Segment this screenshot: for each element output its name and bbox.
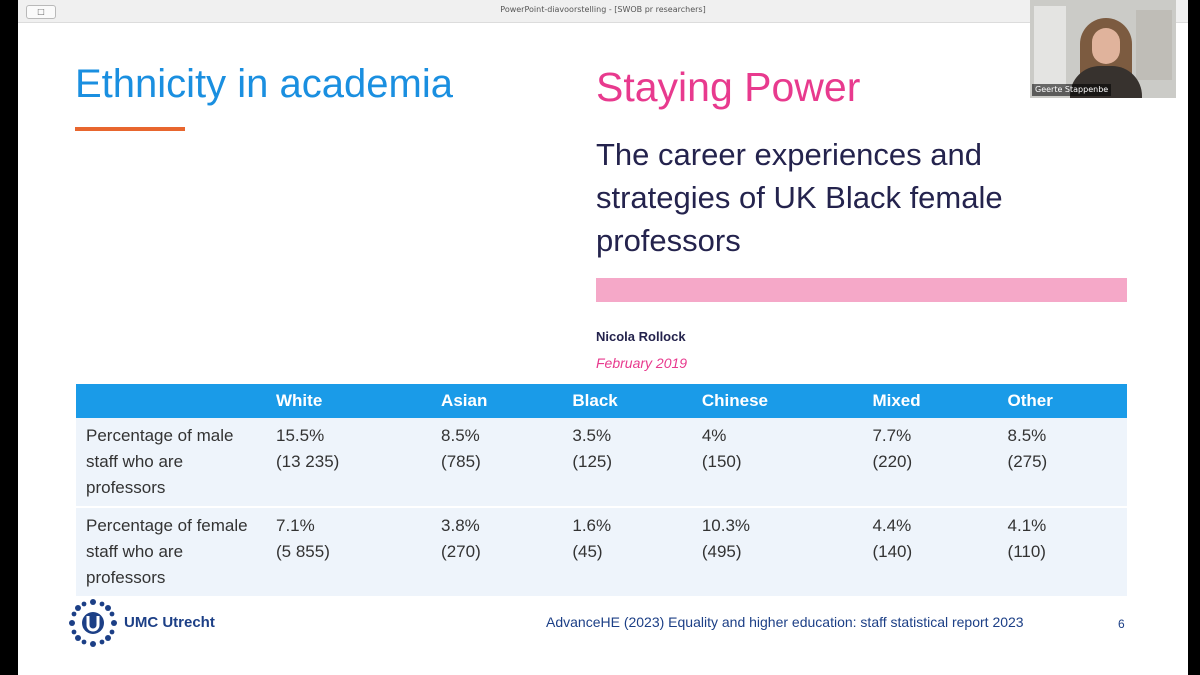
table-cell: 4% (150): [691, 418, 863, 507]
table-cell: 4.4% (140): [862, 506, 998, 596]
table-cell: 3.8% (270): [431, 506, 563, 596]
window-control-button[interactable]: □: [26, 5, 56, 19]
table-cell: 3.5% (125): [562, 418, 692, 507]
report-cover-date: February 2019: [596, 355, 688, 371]
table-cell: 8.5% (785): [431, 418, 563, 507]
table-header-mixed: Mixed: [862, 384, 998, 418]
cell-count: (125): [572, 452, 613, 471]
cell-count: (5 855): [276, 542, 330, 561]
slideshow-window: □ PowerPoint-diavoorstelling - [SWOB pr …: [18, 0, 1188, 675]
report-cover-subtitle: The career experiences and strategies of…: [596, 137, 1003, 258]
umc-utrecht-logo-text: UMC Utrecht: [124, 614, 215, 631]
cell-count: (150): [701, 452, 742, 471]
umc-utrecht-logo-icon: [69, 599, 117, 647]
cell-percentage: 4%: [701, 426, 727, 445]
table-cell: 15.5% (13 235): [266, 418, 432, 507]
slide-page-number: 6: [1118, 617, 1125, 631]
title-underline: [75, 127, 185, 131]
cell-count: (495): [701, 542, 742, 561]
cell-percentage: 3.5%: [572, 426, 612, 445]
cell-count: (220): [872, 452, 913, 471]
cell-percentage: 3.8%: [441, 516, 480, 535]
cell-percentage: 4.4%: [872, 516, 912, 535]
window-titlebar: □ PowerPoint-diavoorstelling - [SWOB pr …: [18, 0, 1188, 23]
table-cell: 4.1% (110): [997, 506, 1127, 596]
source-citation: AdvanceHE (2023) Equality and higher edu…: [546, 614, 1024, 630]
participant-name-label: Geerte Stappenbe: [1032, 84, 1112, 96]
cell-count: (13 235): [276, 452, 340, 471]
row-label: Percentage of female staff who are profe…: [76, 506, 266, 596]
cell-count: (785): [441, 452, 481, 471]
cell-percentage: 7.7%: [872, 426, 912, 445]
table-row: Percentage of female staff who are profe…: [76, 506, 1127, 596]
cell-count: (110): [1007, 542, 1046, 561]
participant-video-tile[interactable]: Geerte Stappenbe: [1030, 0, 1176, 98]
video-background-wall: [1136, 10, 1172, 80]
table-cell: 7.1% (5 855): [266, 506, 432, 596]
table-row: Percentage of male staff who are profess…: [76, 418, 1127, 507]
table-header-chinese: Chinese: [691, 384, 863, 418]
window-title: PowerPoint-diavoorstelling - [SWOB pr re…: [500, 5, 706, 14]
cell-percentage: 1.6%: [572, 516, 612, 535]
cell-percentage: 4.1%: [1007, 516, 1047, 535]
professors-by-ethnicity-table: White Asian Black Chinese Mixed Other Pe…: [76, 384, 1127, 596]
cell-count: (275): [1007, 452, 1048, 471]
report-cover-author: Nicola Rollock: [596, 329, 686, 344]
cell-percentage: 15.5%: [276, 426, 325, 445]
cell-percentage: 10.3%: [701, 516, 751, 535]
table-cell: 8.5% (275): [997, 418, 1127, 507]
table-header-other: Other: [997, 384, 1127, 418]
cell-percentage: 7.1%: [276, 516, 315, 535]
table-cell: 7.7% (220): [862, 418, 998, 507]
table-cell: 10.3% (495): [691, 506, 863, 596]
cell-percentage: 8.5%: [441, 426, 480, 445]
cell-count: (45): [572, 542, 603, 561]
table-header-black: Black: [562, 384, 692, 418]
cell-count: (140): [872, 542, 913, 561]
video-background-window: [1034, 6, 1066, 88]
slide-title: Ethnicity in academia: [75, 62, 453, 106]
table-header-corner: [76, 384, 266, 418]
table-header-row: White Asian Black Chinese Mixed Other: [76, 384, 1127, 418]
cell-percentage: 8.5%: [1007, 426, 1047, 445]
report-cover-bar: [596, 278, 1127, 302]
table-header-asian: Asian: [431, 384, 563, 418]
table-header-white: White: [266, 384, 432, 418]
report-cover-title: Staying Power: [596, 64, 861, 110]
row-label: Percentage of male staff who are profess…: [76, 418, 266, 507]
table-cell: 1.6% (45): [562, 506, 692, 596]
cell-count: (270): [441, 542, 481, 561]
participant-face: [1092, 28, 1120, 64]
